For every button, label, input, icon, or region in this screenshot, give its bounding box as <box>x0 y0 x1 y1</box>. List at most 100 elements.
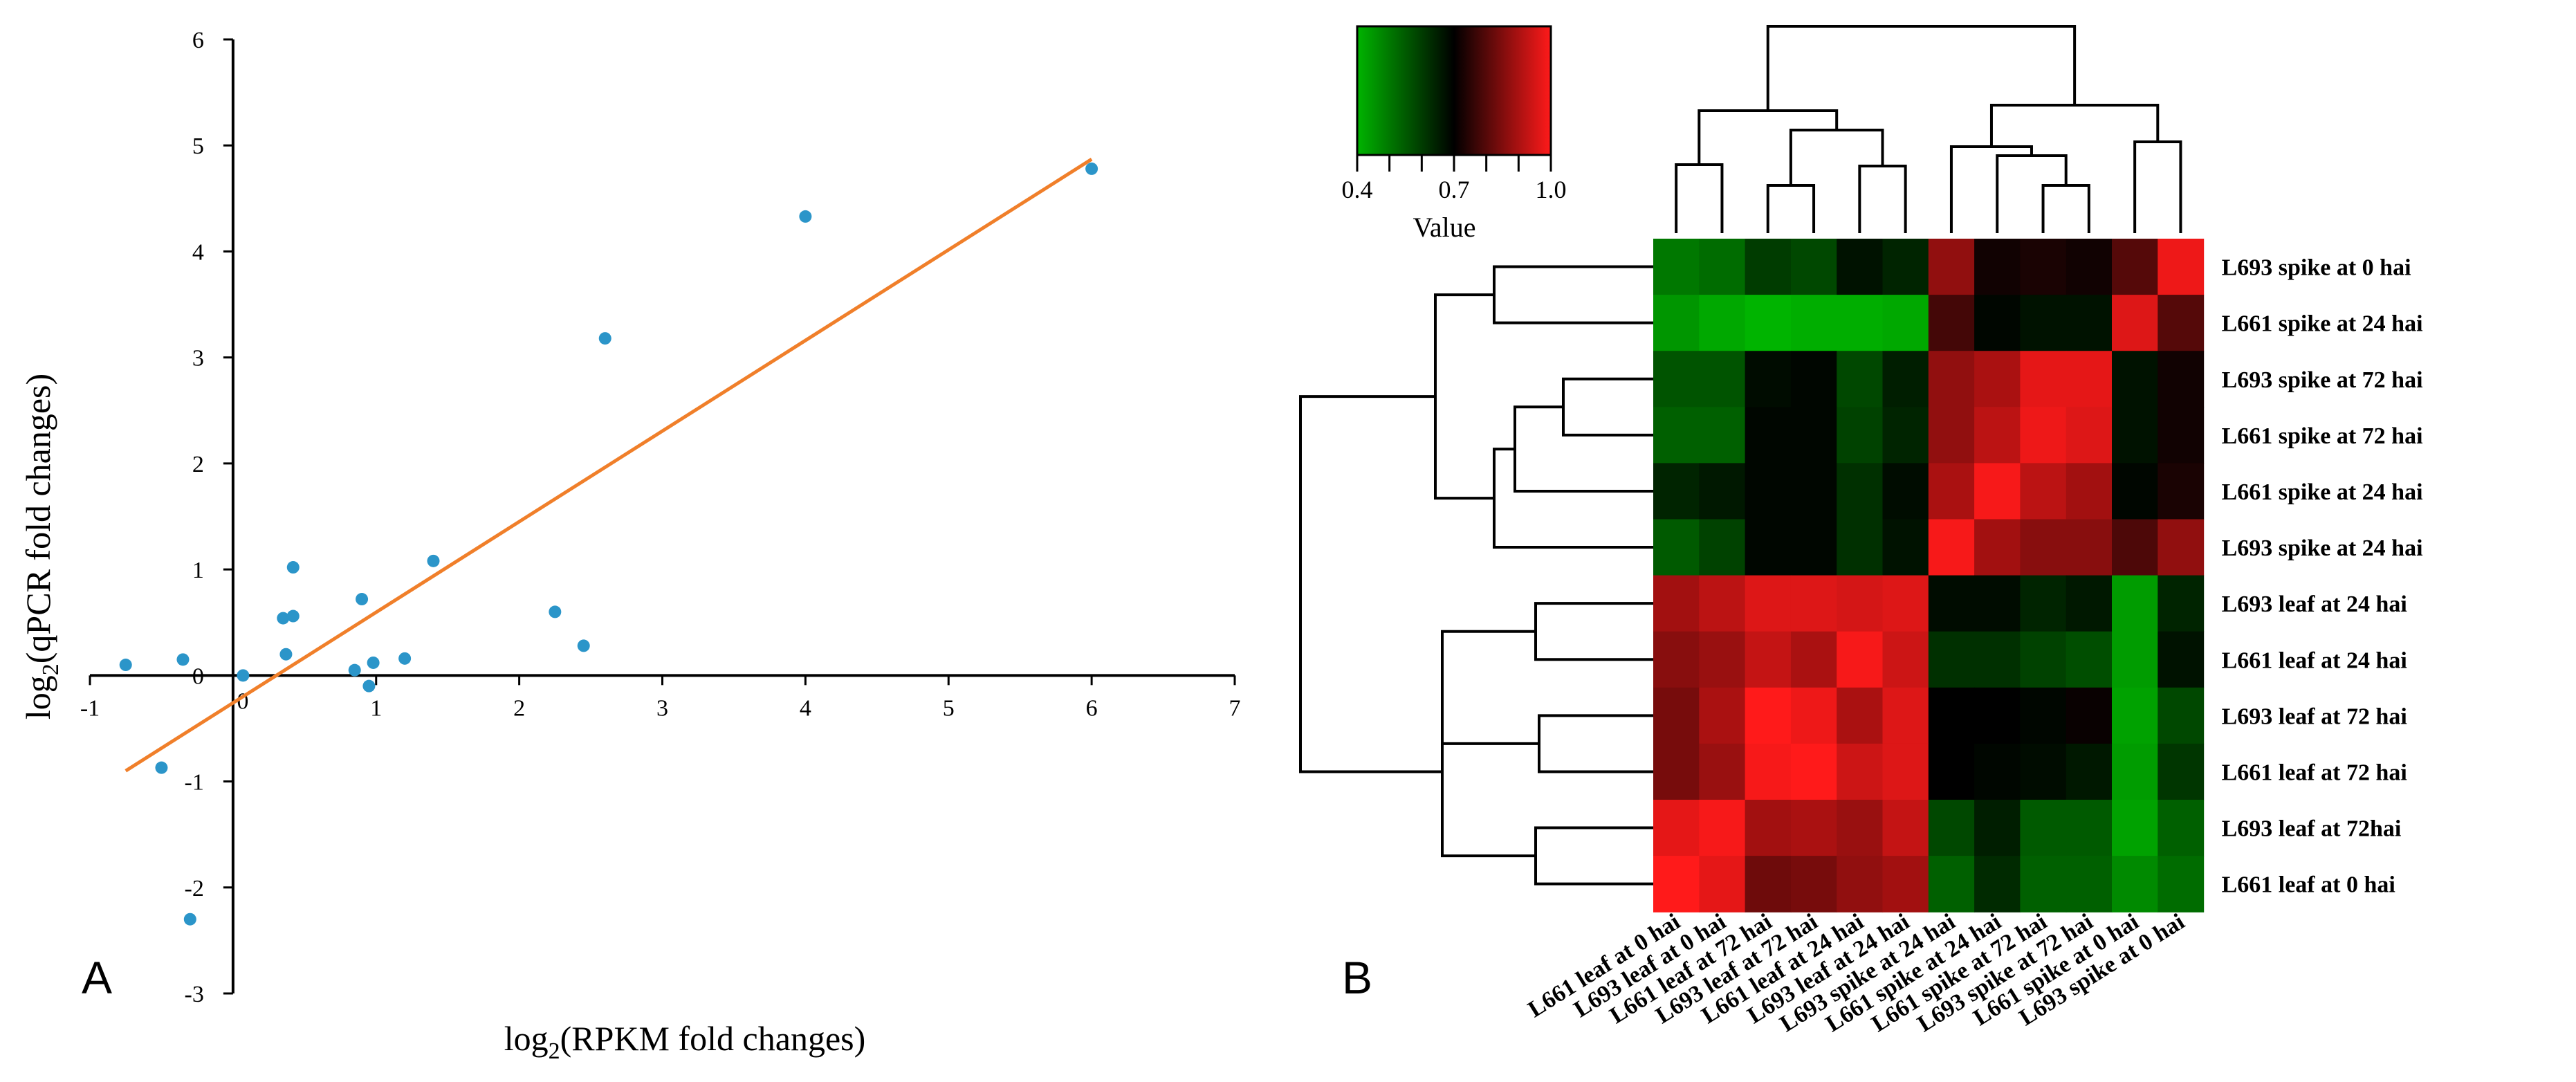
heatmap-cell <box>1790 800 1837 856</box>
heatmap-cell <box>1745 687 1792 744</box>
heatmap-cell <box>1653 743 1700 800</box>
heatmap-cell <box>1653 239 1700 295</box>
scatter-point <box>577 639 590 652</box>
heatmap-cell <box>2066 463 2113 520</box>
heatmap-row-label: L693 spike at 0 hai <box>2222 255 2411 281</box>
heatmap-cell <box>1653 575 1700 632</box>
heatmap-cell <box>2158 743 2205 800</box>
heatmap-cell <box>2158 575 2205 632</box>
heatmap-cell <box>2112 800 2158 856</box>
heatmap-cell <box>2020 856 2067 913</box>
y-tick-label: -1 <box>185 770 204 796</box>
heatmap-cell <box>2020 687 2067 744</box>
heatmap-cell <box>1837 407 1884 464</box>
heatmap-cell <box>2020 295 2067 351</box>
column-dendrogram-branch <box>2133 140 2182 233</box>
heatmap-cell <box>1928 239 1975 295</box>
heatmap-cell <box>1745 800 1792 856</box>
heatmap-cell <box>1837 575 1884 632</box>
heatmap-cell <box>1745 856 1792 913</box>
column-dendrogram-branch <box>1675 163 1724 233</box>
scatter-point <box>367 656 380 669</box>
heatmap-cell <box>1882 856 1929 913</box>
color-key-tick-label: 0.7 <box>1439 176 1470 203</box>
row-dendrogram <box>1299 265 1653 886</box>
heatmap-cell <box>1882 519 1929 576</box>
heatmap-cell <box>2066 351 2113 407</box>
heatmap-cell <box>1745 239 1792 295</box>
y-tick-label: 5 <box>192 134 204 159</box>
heatmap-row-label: L693 spike at 24 hai <box>2222 535 2423 561</box>
heatmap-cell <box>2112 295 2158 351</box>
heatmap-cell <box>1699 575 1746 632</box>
heatmap-cell <box>2020 519 2067 576</box>
heatmap-cell <box>2112 856 2158 913</box>
heatmap-cell <box>2066 687 2113 744</box>
heatmap-cell <box>2158 519 2205 576</box>
scatter-points <box>119 162 1098 926</box>
heatmap-row-label: L693 spike at 72 hai <box>2222 367 2423 393</box>
heatmap-cell <box>1837 519 1884 576</box>
heatmap-cell <box>2066 856 2113 913</box>
heatmap-cell <box>2158 800 2205 856</box>
heatmap-cell <box>1974 856 2021 913</box>
row-dendrogram-branch <box>1514 405 1653 493</box>
scatter-y-axis-label: log2(qPCR fold changes) <box>19 374 64 719</box>
x-tick-label: 2 <box>513 695 525 721</box>
heatmap-cell <box>1699 407 1746 464</box>
scatter-point <box>119 659 132 672</box>
heatmap-cell <box>1653 463 1700 520</box>
scatter-point <box>362 679 376 693</box>
heatmap-cell <box>2066 575 2113 632</box>
column-dendrogram-branch <box>1789 129 1884 185</box>
column-dendrogram-branch <box>1858 165 1907 233</box>
heatmap-cell <box>1745 295 1792 351</box>
x-tick-label: -1 <box>80 695 100 721</box>
column-dendrogram-branch <box>1996 154 2068 233</box>
heatmap-cell <box>1928 575 1975 632</box>
heatmap-cell <box>1882 687 1929 744</box>
heatmap-cell <box>1837 800 1884 856</box>
heatmap-cell <box>1745 575 1792 632</box>
y-tick-label: 4 <box>192 239 204 265</box>
heatmap-row-label: L661 spike at 72 hai <box>2222 423 2423 449</box>
heatmap-cell <box>1882 800 1929 856</box>
y-tick-label: 6 <box>192 28 204 53</box>
heatmap-cell <box>1653 800 1700 856</box>
heatmap-cell <box>2112 575 2158 632</box>
color-key-tick-label: 0.4 <box>1342 176 1373 203</box>
heatmap-row-label: L661 leaf at 72 hai <box>2222 760 2407 785</box>
heatmap-cell <box>2158 295 2205 351</box>
heatmap-cell <box>1974 687 2021 744</box>
column-dendrogram-branch <box>2041 184 2090 233</box>
heatmap-cell <box>2066 800 2113 856</box>
heatmap-cell <box>1837 295 1884 351</box>
color-key-gradient <box>1356 25 1552 156</box>
heatmap-cell <box>1928 519 1975 576</box>
scatter-x-axis-label: log2(RPKM fold changes) <box>504 1019 866 1064</box>
heatmap-cell <box>1837 856 1884 913</box>
heatmap-cell <box>1928 743 1975 800</box>
heatmap-cell <box>2066 239 2113 295</box>
heatmap-cell <box>1745 407 1792 464</box>
heatmap-cell <box>1882 575 1929 632</box>
heatmap-cell <box>2066 743 2113 800</box>
x-tick-label: 5 <box>943 695 955 721</box>
heatmap-cell <box>2020 631 2067 688</box>
scatter-point <box>183 913 196 926</box>
heatmap-cell <box>2112 463 2158 520</box>
heatmap-panel: 0.4 0.7 1.0 Value L693 spike at 0 hai L661 … <box>1299 25 2423 1037</box>
heatmap-cell <box>1837 687 1884 744</box>
heatmap-cell <box>1928 351 1975 407</box>
heatmap-row-label: L693 leaf at 24 hai <box>2222 592 2407 617</box>
heatmap-cell <box>1928 463 1975 520</box>
y-tick-label: 1 <box>192 558 204 583</box>
heatmap-cell <box>1653 351 1700 407</box>
heatmap-cell <box>1790 351 1837 407</box>
scatter-point <box>799 210 812 223</box>
x-tick-label: 7 <box>1229 695 1241 721</box>
row-dendrogram-branch <box>1441 687 1536 858</box>
heatmap-cell <box>1790 239 1837 295</box>
